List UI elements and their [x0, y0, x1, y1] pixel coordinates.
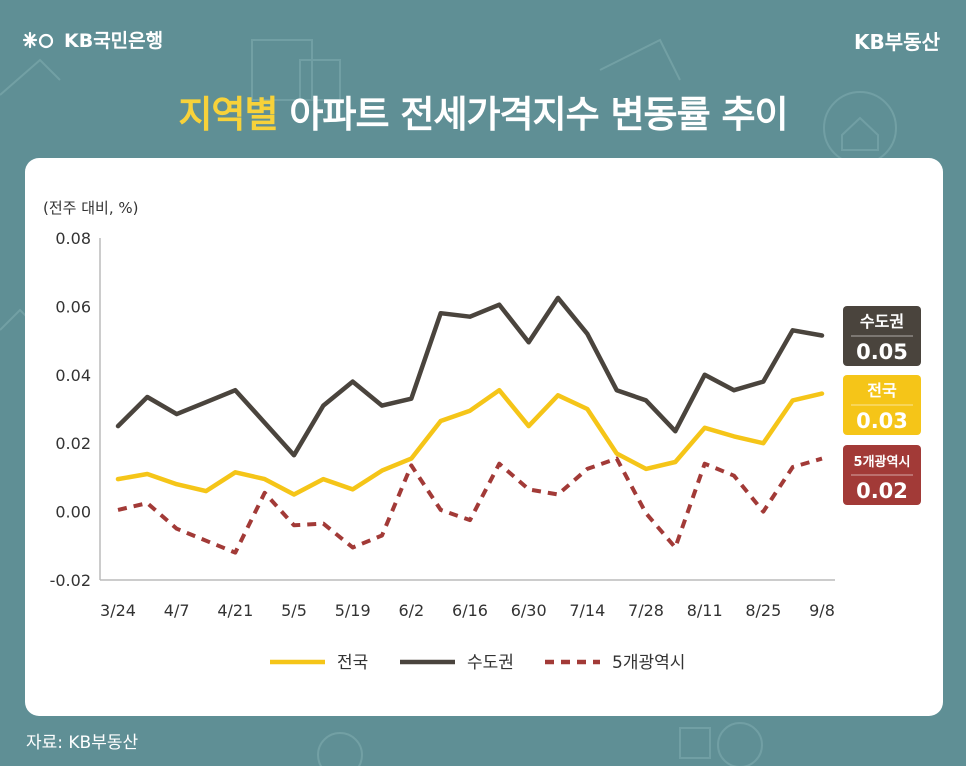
page-title: 지역별 아파트 전세가격지수 변동률 추이 [0, 84, 966, 138]
x-tick-label: 3/24 [100, 601, 136, 620]
y-tick-label: 0.06 [55, 297, 91, 316]
y-ticks: 0.08 0.06 0.04 0.02 0.00 -0.02 [50, 229, 91, 590]
bank-logo: KB국민은행 [22, 26, 163, 53]
x-tick-label: 4/7 [164, 601, 190, 620]
legend-item-1: 수도권 [400, 653, 514, 673]
end-label-value: 0.02 [856, 479, 908, 503]
bank-name: KB국민은행 [64, 30, 164, 52]
chart-card: (전주 대비, %) 0.08 0.06 0.04 0.02 0.00 -0.02 3/2… [25, 158, 943, 716]
end-label-name: 전국 [867, 381, 897, 400]
series-line-2 [117, 456, 823, 555]
title-highlight: 지역별 [178, 93, 278, 136]
legend-item-0: 전국 [270, 653, 368, 673]
legend-item-2: 5개광역시 [545, 653, 685, 673]
x-tick-label: 7/28 [628, 601, 664, 620]
end-label-name: 5개광역시 [854, 454, 911, 470]
line-chart: (전주 대비, %) 0.08 0.06 0.04 0.02 0.00 -0.02 3/2… [43, 199, 921, 673]
legend: 전국 수도권 5개광역시 [270, 653, 685, 673]
house-icon [841, 116, 879, 151]
y-tick-label: -0.02 [50, 571, 91, 590]
building-outline-icon [251, 39, 313, 101]
source-note: 자료: KB부동산 [26, 733, 139, 753]
y-tick-label: 0.04 [55, 366, 91, 385]
series-line-0 [115, 387, 825, 497]
x-tick-label: 4/21 [217, 601, 253, 620]
legend-label: 5개광역시 [612, 653, 685, 673]
end-label-2: 5개광역시 0.02 [843, 445, 921, 505]
series-lines [115, 295, 825, 555]
end-label-value: 0.05 [856, 340, 908, 364]
coin-icon [317, 732, 363, 766]
x-tick-label: 9/8 [809, 601, 835, 620]
building-outline-icon [299, 59, 341, 101]
end-label-1: 수도권 0.05 [843, 306, 921, 366]
kb-star-icon [22, 31, 54, 48]
end-label-name: 수도권 [860, 312, 904, 331]
x-tick-label: 7/14 [569, 601, 605, 620]
y-tick-label: 0.00 [55, 503, 91, 522]
x-tick-label: 5/5 [281, 601, 307, 620]
coin-icon [717, 722, 763, 766]
x-tick-label: 6/16 [452, 601, 488, 620]
legend-label: 수도권 [467, 653, 514, 673]
series-line-1 [115, 295, 825, 458]
y-tick-label: 0.08 [55, 229, 91, 248]
calculator-icon [679, 727, 711, 759]
end-label-0: 전국 0.03 [843, 375, 921, 435]
y-axis-label: (전주 대비, %) [43, 199, 138, 217]
x-ticks: 3/24 4/7 4/21 5/5 5/19 6/2 6/16 6/30 7/14 7/28 8/1… [100, 601, 835, 620]
brand-name: KB부동산 [854, 30, 940, 54]
x-tick-label: 6/30 [511, 601, 547, 620]
ruler-outline-icon [599, 38, 681, 81]
x-tick-label: 5/19 [335, 601, 371, 620]
y-tick-label: 0.02 [55, 434, 91, 453]
end-label-value: 0.03 [856, 409, 908, 433]
end-labels: 수도권 0.05 전국 0.03 5개광역시 0.02 [843, 306, 921, 505]
x-tick-label: 8/11 [687, 601, 723, 620]
title-rest: 아파트 전세가격지수 변동률 추이 [277, 93, 788, 136]
x-tick-label: 6/2 [398, 601, 424, 620]
legend-label: 전국 [337, 653, 368, 673]
x-tick-label: 8/25 [745, 601, 781, 620]
roof-outline-icon [0, 58, 61, 96]
